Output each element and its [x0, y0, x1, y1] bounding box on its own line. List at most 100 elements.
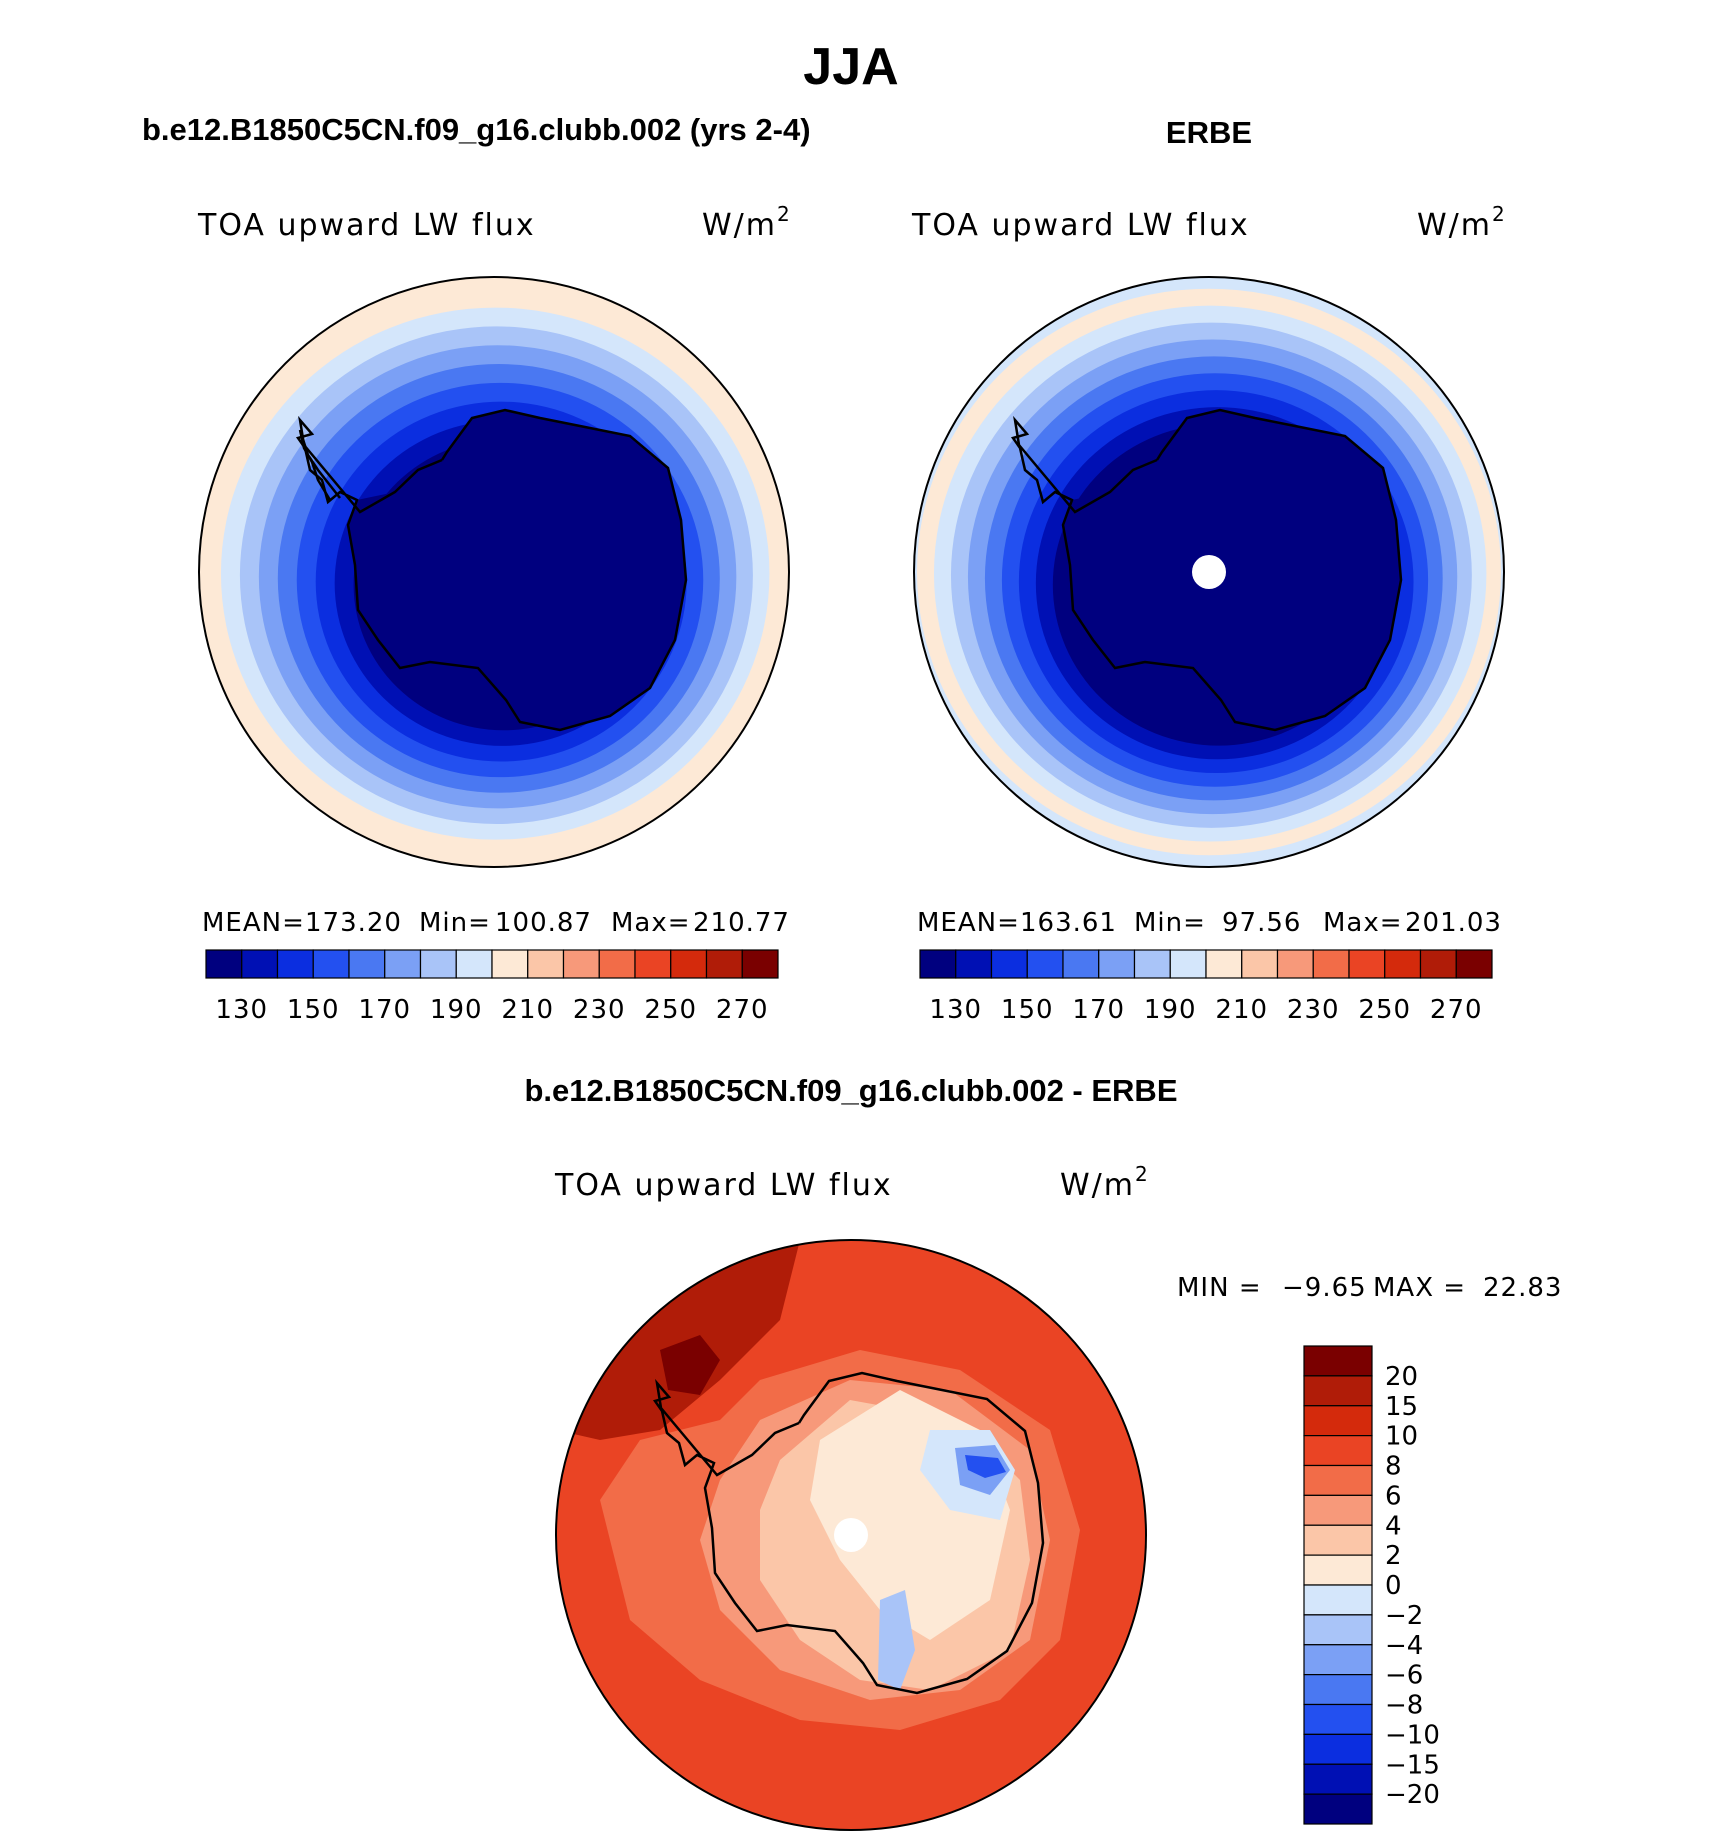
stats-diff-min-label: MIN =	[1177, 1273, 1262, 1303]
map-model	[199, 277, 789, 867]
colorbar-diff-tick-label: −2	[1385, 1601, 1423, 1631]
map-model-peninsula	[298, 429, 341, 501]
colorbar-obs-bin	[1312, 949, 1350, 979]
stats-model-mean-value: 173.20	[305, 908, 402, 938]
map-diff-coastline	[652, 1371, 1045, 1695]
colorbar-diff-bin	[1303, 1674, 1373, 1706]
colorbar-obs-tick-label: 130	[929, 995, 982, 1025]
map-diff	[556, 1240, 1146, 1830]
panel-obs-units-base: W/m	[1417, 208, 1492, 243]
colorbar-model-tick-label: 210	[501, 995, 554, 1025]
colorbar-obs-bin	[1455, 949, 1493, 979]
stats-model-mean-label: MEAN=	[202, 908, 305, 938]
colorbar-diff-bin	[1303, 1405, 1373, 1437]
colorbar-diff-tick-label: 20	[1385, 1362, 1418, 1392]
map-diff-region-cool-south	[878, 1590, 915, 1690]
colorbar-obs-bin	[1241, 949, 1279, 979]
panel-obs-units: W/m2	[1417, 202, 1507, 243]
colorbar-obs-tick-label: 190	[1144, 995, 1197, 1025]
colorbar-obs-tick-label: 230	[1287, 995, 1340, 1025]
map-model-frame	[198, 276, 790, 868]
colorbar-model-bin	[741, 949, 779, 979]
colorbar-diff-tick-label: 10	[1385, 1422, 1418, 1452]
colorbar-diff-tick-label: −10	[1385, 1720, 1440, 1750]
colorbar-diff-bin	[1303, 1435, 1373, 1467]
colorbar-diff-bin	[1303, 1554, 1373, 1586]
colorbar-model-bin	[241, 949, 279, 979]
colorbar-diff-tick-label: 2	[1385, 1541, 1402, 1571]
map-obs-coastline	[1010, 408, 1403, 732]
colorbar-obs-tick-label: 210	[1215, 995, 1268, 1025]
stats-obs-max-label: Max=	[1323, 908, 1403, 938]
colorbar-model-tick-label: 130	[215, 995, 268, 1025]
stats-model: MEAN= 173.20 Min= 100.87 Max= 210.77	[202, 908, 790, 938]
colorbar-obs-bin	[1348, 949, 1386, 979]
colorbar-diff-bin	[1303, 1703, 1373, 1735]
colorbar-diff-tick-label: −8	[1385, 1691, 1423, 1721]
colorbar-obs-bin	[955, 949, 993, 979]
colorbar-model-bin	[527, 949, 565, 979]
colorbar-obs-bin	[1062, 949, 1100, 979]
colorbar-diff-tick-label: 15	[1385, 1392, 1418, 1422]
colorbar-diff-bin	[1303, 1793, 1373, 1825]
colorbar-obs-tick-label: 170	[1072, 995, 1125, 1025]
colorbar-diff-bin	[1303, 1763, 1373, 1795]
colorbar-model-tick-label: 190	[430, 995, 483, 1025]
panel-model-header: b.e12.B1850C5CN.f09_g16.clubb.002 (yrs 2…	[142, 112, 811, 147]
colorbar-model-bin	[419, 949, 457, 979]
colorbar-diff-bin	[1303, 1464, 1373, 1496]
panel-obs-variable: TOA upward LW flux	[911, 208, 1250, 243]
map-diff-region-cool-strong	[965, 1455, 1006, 1478]
map-obs-pole-gap	[1192, 555, 1226, 589]
colorbar-diff-tick-label: −20	[1385, 1780, 1440, 1810]
panel-model-variable: TOA upward LW flux	[197, 208, 536, 243]
stats-model-max-value: 210.77	[693, 908, 790, 938]
stats-diff: MIN = −9.65 MAX = 22.83	[1177, 1273, 1561, 1303]
map-diff-region-warm-max	[660, 1335, 720, 1395]
colorbar-diff-bin	[1303, 1614, 1373, 1646]
colorbar-model-bin	[276, 949, 314, 979]
colorbar-model-bin	[455, 949, 493, 979]
map-obs	[914, 277, 1504, 867]
panel-model-units: W/m2	[702, 202, 792, 243]
panel-model-units-base: W/m	[702, 208, 777, 243]
map-obs-antarctica-fill	[1063, 410, 1401, 730]
colorbar-model-bin	[491, 949, 529, 979]
map-diff-pole-gap	[834, 1518, 868, 1552]
panel-diff-units-exp: 2	[1135, 1162, 1150, 1186]
colorbar-model-tick-label: 270	[716, 995, 769, 1025]
colorbar-obs-tick-label: 250	[1358, 995, 1411, 1025]
colorbar-diff-bin	[1303, 1733, 1373, 1765]
colorbar-obs: 130 150 170 190 210 230 250 270	[919, 949, 1493, 1025]
colorbar-diff-bin	[1303, 1494, 1373, 1526]
colorbar-diff-bin	[1303, 1345, 1373, 1377]
colorbar-model-bin	[598, 949, 636, 979]
colorbar-model-tick-label: 230	[573, 995, 626, 1025]
stats-model-min-label: Min=	[419, 908, 491, 938]
colorbar-diff-tick-label: 8	[1385, 1452, 1402, 1482]
colorbar-diff-tick-label: −4	[1385, 1631, 1423, 1661]
colorbar-diff-tick-label: 6	[1385, 1481, 1402, 1511]
stats-obs-mean-value: 163.61	[1020, 908, 1117, 938]
panel-model-units-exp: 2	[777, 202, 792, 226]
colorbar-model-bin	[312, 949, 350, 979]
panel-obs-header: ERBE	[1166, 115, 1252, 150]
colorbar-model-bin	[348, 949, 386, 979]
colorbar-model-bin	[634, 949, 672, 979]
colorbar-model-bin	[562, 949, 600, 979]
colorbar-obs-bin	[919, 949, 957, 979]
colorbar-diff-tick-label: 4	[1385, 1511, 1402, 1541]
colorbar-obs-bin	[1169, 949, 1207, 979]
colorbar-model-bin	[205, 949, 243, 979]
stats-obs-mean-label: MEAN=	[917, 908, 1020, 938]
map-model-coastline	[295, 408, 688, 732]
colorbar-model-tick-label: 150	[287, 995, 340, 1025]
map-diff-frame	[555, 1239, 1147, 1831]
panel-diff-units: W/m2	[1060, 1162, 1150, 1203]
stats-obs-max-value: 201.03	[1405, 908, 1502, 938]
colorbar-obs-bin	[990, 949, 1028, 979]
colorbar-obs-bin	[1026, 949, 1064, 979]
colorbar-diff-bin	[1303, 1375, 1373, 1407]
